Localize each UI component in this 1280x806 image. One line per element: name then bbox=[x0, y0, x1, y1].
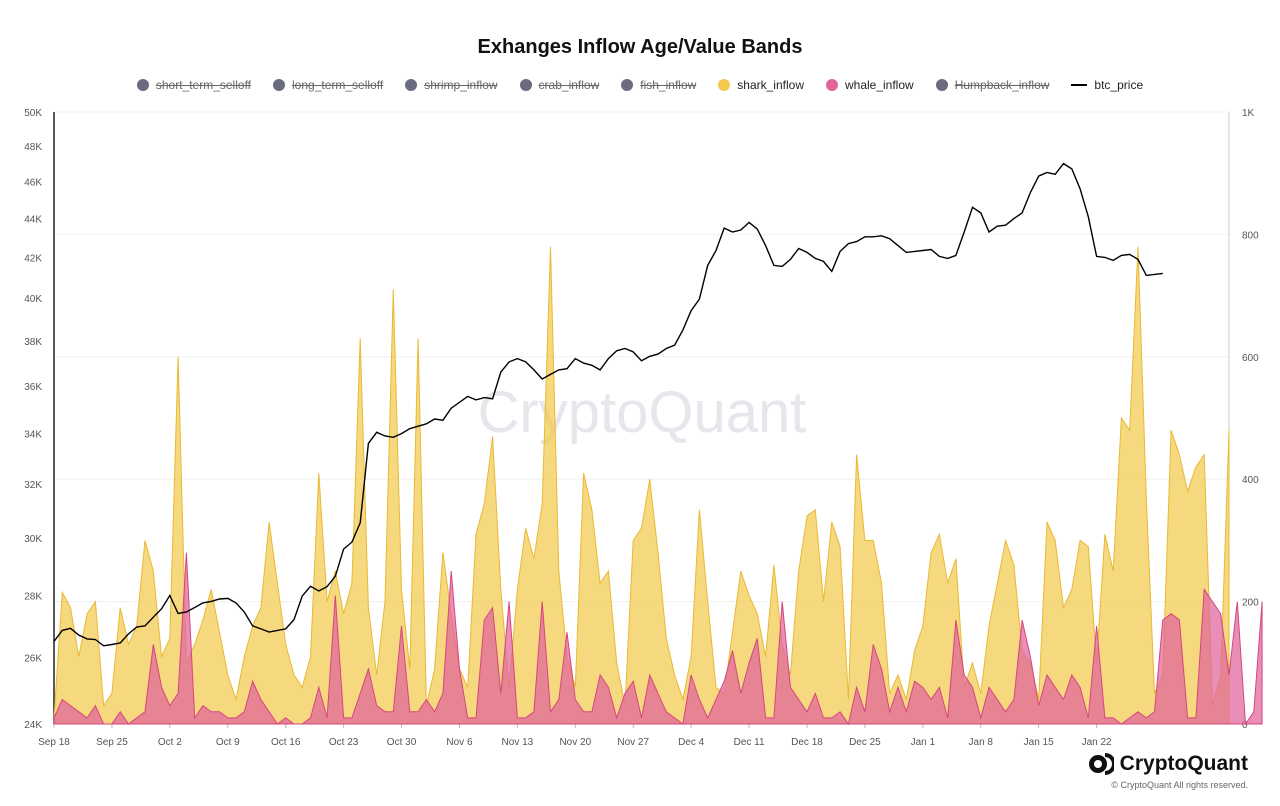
legend: short_term_selloff long_term_selloff shrim… bbox=[0, 78, 1280, 92]
left-axis-tick-label: 30K bbox=[24, 534, 42, 545]
legend-item-short-term-selloff[interactable]: short_term_selloff bbox=[136, 78, 252, 92]
cryptoquant-logo-icon bbox=[1088, 753, 1114, 775]
legend-label: btc_price bbox=[1094, 78, 1144, 92]
legend-label: fish_inflow bbox=[640, 78, 697, 92]
right-axis-tick-label: 0 bbox=[1242, 720, 1248, 731]
x-axis-tick-label: Dec 25 bbox=[849, 737, 881, 748]
x-axis-tick-label: Nov 27 bbox=[617, 737, 649, 748]
x-axis-tick-label: Jan 22 bbox=[1082, 737, 1112, 748]
left-axis-tick-label: 36K bbox=[24, 382, 42, 393]
legend-dot bbox=[935, 79, 948, 91]
left-axis-tick-label: 34K bbox=[24, 430, 42, 441]
left-axis-tick-label: 28K bbox=[24, 591, 42, 602]
x-axis-tick-label: Dec 18 bbox=[791, 737, 823, 748]
x-axis-tick-label: Dec 4 bbox=[678, 737, 705, 748]
legend-item-shark-inflow[interactable]: shark_inflow bbox=[718, 78, 804, 92]
x-axis-tick-label: Nov 13 bbox=[502, 737, 534, 748]
legend-dot bbox=[405, 79, 418, 91]
legend-item-whale-inflow[interactable]: whale_inflow bbox=[825, 78, 914, 92]
legend-dot bbox=[136, 79, 149, 91]
legend-label: long_term_selloff bbox=[292, 78, 384, 92]
series-whale-inflow-area bbox=[53, 552, 1263, 726]
left-axis-tick-label: 26K bbox=[24, 653, 42, 664]
legend-line-swatch bbox=[1071, 84, 1088, 86]
cryptoquant-logo: CryptoQuant bbox=[1088, 752, 1248, 776]
right-axis-tick-label: 200 bbox=[1242, 598, 1259, 609]
legend-dot bbox=[273, 79, 286, 91]
right-axis-tick-label: 600 bbox=[1242, 353, 1259, 364]
series-shark-inflow-area bbox=[53, 246, 1230, 725]
legend-item-shrimp-inflow[interactable]: shrimp_inflow bbox=[405, 78, 498, 92]
x-axis-tick-label: Jan 1 bbox=[911, 737, 936, 748]
legend-dot bbox=[825, 79, 838, 91]
brand-name: CryptoQuant bbox=[1119, 752, 1248, 775]
x-axis-tick-label: Oct 9 bbox=[216, 737, 240, 748]
x-axis-tick-label: Oct 16 bbox=[271, 737, 301, 748]
legend-label: whale_inflow bbox=[844, 78, 914, 92]
legend-item-humpback-inflow[interactable]: Humpback_inflow bbox=[935, 78, 1050, 92]
right-axis-tick-label: 1K bbox=[1242, 108, 1255, 119]
legend-item-btc-price[interactable]: btc_price bbox=[1071, 78, 1143, 92]
left-axis-tick-label: 40K bbox=[24, 294, 42, 305]
x-axis-tick-label: Oct 23 bbox=[329, 737, 359, 748]
legend-dot bbox=[519, 79, 532, 91]
right-axis-tick-label: 400 bbox=[1242, 475, 1259, 486]
copyright-text: © CryptoQuant All rights reserved. bbox=[1111, 780, 1248, 790]
x-axis-tick-label: Sep 18 bbox=[38, 737, 70, 748]
x-axis-tick-label: Dec 11 bbox=[734, 737, 765, 748]
left-axis-tick-label: 46K bbox=[24, 178, 42, 189]
x-axis-tick-label: Nov 6 bbox=[446, 737, 473, 748]
legend-item-fish-inflow[interactable]: fish_inflow bbox=[621, 78, 696, 92]
x-axis-tick-label: Nov 20 bbox=[559, 737, 591, 748]
chart-title: Exhanges Inflow Age/Value Bands bbox=[477, 36, 803, 58]
legend-dot bbox=[718, 79, 731, 91]
series-btc-price-line bbox=[53, 162, 1163, 647]
legend-dot bbox=[621, 79, 634, 91]
watermark-text: CryptoQuant bbox=[478, 380, 807, 445]
legend-label: shrimp_inflow bbox=[424, 78, 498, 92]
legend-label: Humpback_inflow bbox=[954, 78, 1050, 92]
x-axis-tick-label: Oct 2 bbox=[158, 737, 182, 748]
legend-label: short_term_selloff bbox=[155, 78, 252, 92]
right-axis-tick-label: 800 bbox=[1242, 230, 1259, 241]
left-axis-tick-label: 44K bbox=[24, 215, 42, 226]
legend-item-crab-inflow[interactable]: crab_inflow bbox=[519, 78, 600, 92]
x-axis-tick-label: Jan 8 bbox=[969, 737, 994, 748]
left-axis-tick-label: 48K bbox=[24, 142, 42, 153]
left-axis-tick-label: 42K bbox=[24, 253, 42, 264]
legend-label: crab_inflow bbox=[538, 78, 600, 92]
legend-label: shark_inflow bbox=[737, 78, 804, 92]
legend-item-long-term-selloff[interactable]: long_term_selloff bbox=[273, 78, 383, 92]
x-axis-tick-label: Jan 15 bbox=[1024, 737, 1054, 748]
left-axis-tick-label: 32K bbox=[24, 480, 42, 491]
x-axis-tick-label: Oct 30 bbox=[387, 737, 417, 748]
left-axis-tick-label: 24K bbox=[24, 720, 42, 731]
left-axis-tick-label: 38K bbox=[24, 337, 42, 348]
left-axis-tick-label: 50K bbox=[24, 108, 42, 119]
x-axis-tick-label: Sep 25 bbox=[96, 737, 128, 748]
